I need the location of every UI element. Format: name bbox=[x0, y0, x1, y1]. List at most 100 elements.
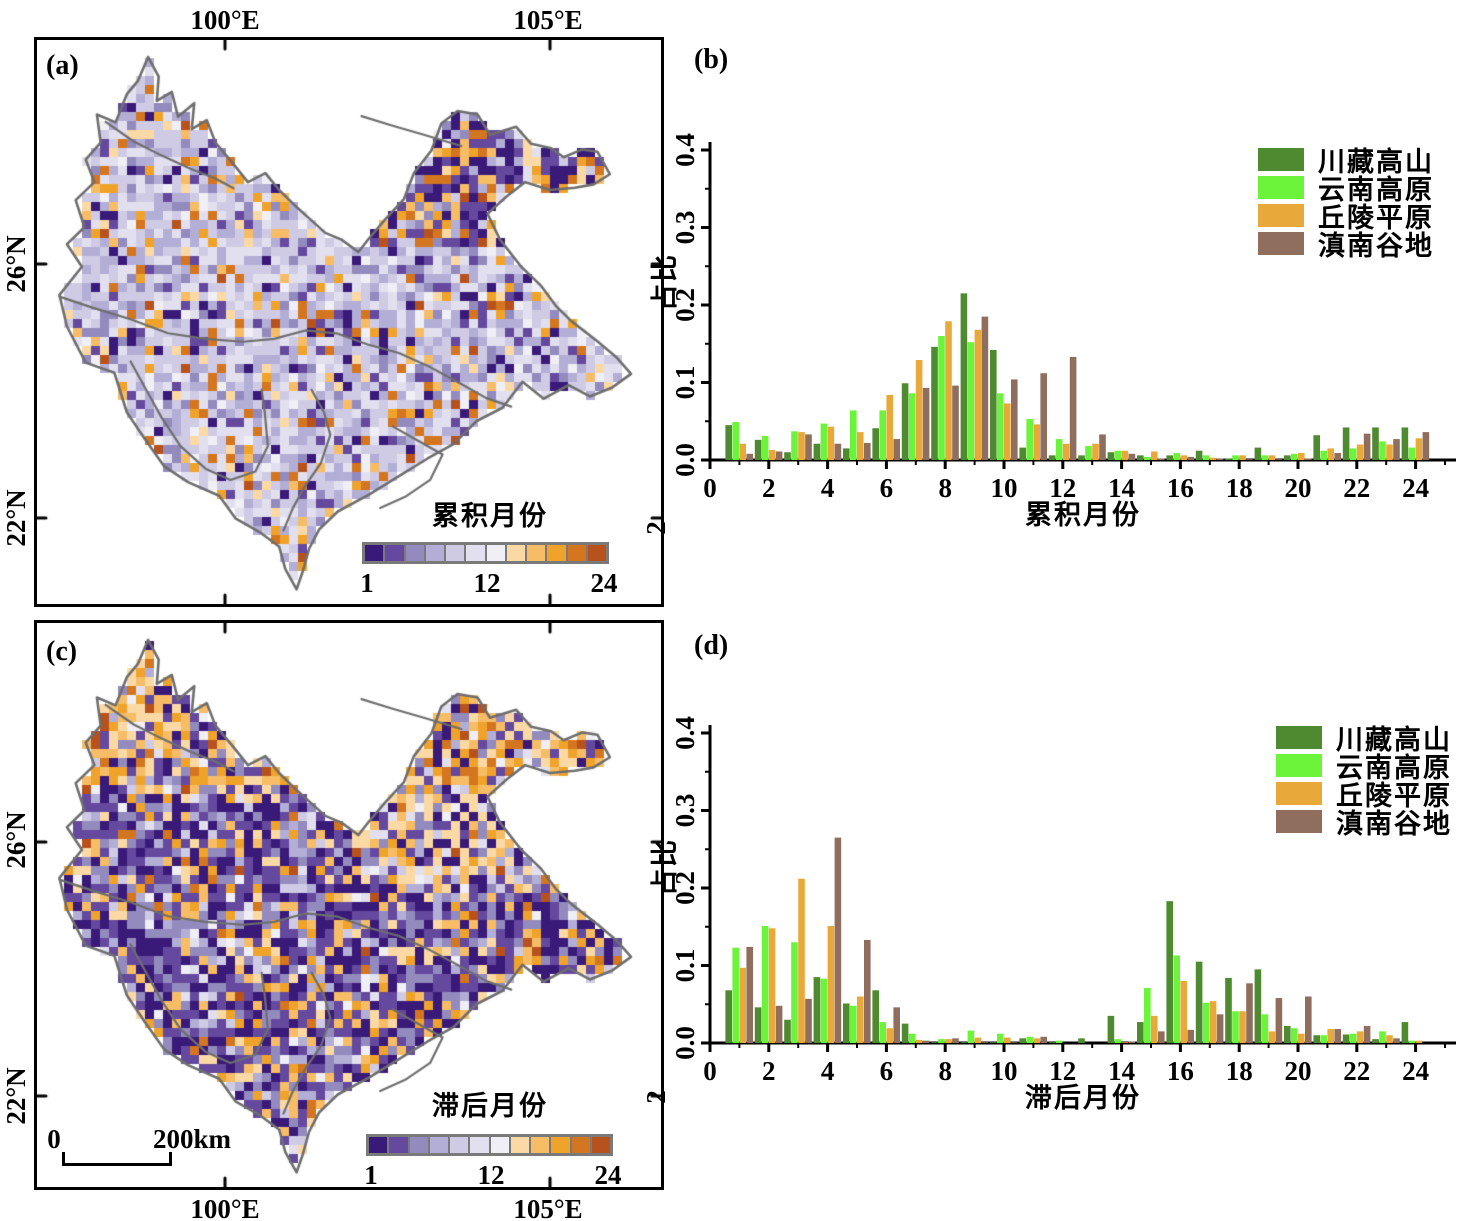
bar bbox=[952, 1038, 959, 1043]
colorbar-cell bbox=[425, 545, 444, 561]
bar bbox=[967, 342, 975, 460]
bar bbox=[850, 1005, 857, 1043]
bar bbox=[990, 349, 997, 460]
bar bbox=[886, 1028, 893, 1043]
colorbar-cell bbox=[551, 1137, 570, 1153]
bar bbox=[1151, 451, 1158, 460]
bar bbox=[1254, 447, 1262, 460]
bar bbox=[1246, 459, 1253, 460]
bar bbox=[746, 453, 753, 460]
bar bbox=[805, 998, 812, 1043]
bar bbox=[990, 1042, 997, 1043]
legend-swatch bbox=[1258, 175, 1304, 199]
bar bbox=[974, 329, 982, 460]
map-c-lon-label-100e: 100°E bbox=[190, 1194, 260, 1221]
y-tick-label: 0.0 bbox=[670, 1026, 700, 1060]
map-c-scalebar-zero: 0 bbox=[47, 1124, 61, 1154]
legend-row: 丘陵平原 bbox=[1258, 202, 1434, 233]
bar bbox=[725, 990, 732, 1043]
bar bbox=[1291, 453, 1298, 460]
bar bbox=[901, 383, 909, 460]
bar bbox=[1158, 1031, 1165, 1043]
bar bbox=[1261, 455, 1269, 460]
x-tick-label: 12 bbox=[1049, 473, 1076, 503]
x-tick-label: 24 bbox=[1402, 473, 1429, 503]
bar bbox=[981, 316, 989, 460]
bar bbox=[1209, 1001, 1217, 1043]
colorbar-cell bbox=[389, 1137, 408, 1153]
map-a-lon-label-105e: 105°E bbox=[513, 5, 583, 35]
bar bbox=[834, 837, 842, 1043]
bar bbox=[1313, 435, 1320, 460]
x-tick-label: 4 bbox=[821, 473, 835, 503]
bar bbox=[1225, 977, 1232, 1043]
x-tick-label: 4 bbox=[821, 1056, 835, 1086]
bar bbox=[1195, 450, 1203, 460]
legend-label: 川藏高山 bbox=[1318, 146, 1434, 177]
bar bbox=[915, 1039, 923, 1043]
bar bbox=[1187, 456, 1194, 460]
bar bbox=[1137, 455, 1144, 460]
colorbar-cell bbox=[527, 545, 546, 561]
legend-label: 丘陵平原 bbox=[1318, 202, 1434, 233]
x-tick-label: 2 bbox=[762, 473, 776, 503]
bar bbox=[820, 423, 828, 460]
bar bbox=[1128, 453, 1136, 460]
legend-swatch bbox=[1276, 781, 1322, 805]
bar bbox=[1356, 1031, 1364, 1043]
bar bbox=[960, 293, 968, 460]
colorbar-cell bbox=[490, 1137, 509, 1153]
map-c-lat-label-22n: 22°N bbox=[1, 1067, 31, 1125]
bar bbox=[1239, 1011, 1246, 1043]
x-tick-label: 6 bbox=[880, 1056, 894, 1086]
legend-label: 云南高原 bbox=[1336, 752, 1452, 783]
bar bbox=[1114, 1039, 1122, 1043]
x-tick-label: 10 bbox=[991, 1056, 1018, 1086]
bar bbox=[1349, 448, 1357, 460]
bar bbox=[1180, 981, 1187, 1043]
colorbar-cell bbox=[385, 545, 404, 561]
bar bbox=[1085, 446, 1092, 460]
bar bbox=[1069, 356, 1077, 460]
bar bbox=[1363, 433, 1371, 460]
bar bbox=[864, 442, 871, 460]
x-tick-label: 2 bbox=[762, 1056, 776, 1086]
legend-swatch bbox=[1276, 809, 1322, 833]
legend-label: 云南高原 bbox=[1318, 174, 1434, 205]
map-c-scalebar-line bbox=[62, 1152, 172, 1166]
bar bbox=[1137, 1022, 1144, 1043]
bar bbox=[834, 443, 842, 460]
bar bbox=[1019, 447, 1026, 460]
bar bbox=[791, 942, 798, 1043]
bar bbox=[1401, 1022, 1409, 1043]
bar bbox=[879, 1022, 886, 1043]
y-tick-label: 0.1 bbox=[670, 949, 700, 983]
x-tick-label: 20 bbox=[1285, 473, 1312, 503]
legend-row: 滇南谷地 bbox=[1276, 808, 1452, 839]
colorbar-cell bbox=[409, 1137, 428, 1153]
bar bbox=[1327, 1029, 1334, 1043]
bar bbox=[1379, 441, 1386, 460]
bar bbox=[1261, 1014, 1269, 1043]
bar bbox=[931, 346, 938, 460]
bar bbox=[1004, 1037, 1011, 1043]
bar bbox=[1401, 427, 1409, 460]
map-c-colorbar bbox=[366, 1134, 613, 1156]
colorbar-cell bbox=[405, 545, 424, 561]
bar bbox=[1048, 1042, 1056, 1043]
bar bbox=[1195, 961, 1203, 1043]
legend-row: 云南高原 bbox=[1258, 174, 1434, 205]
legend-label: 滇南谷地 bbox=[1318, 230, 1434, 261]
bar bbox=[1173, 955, 1180, 1043]
legend-swatch bbox=[1258, 231, 1304, 255]
bar bbox=[893, 1007, 900, 1043]
bar bbox=[1408, 1040, 1416, 1043]
bar bbox=[1033, 424, 1040, 460]
x-tick-label: 18 bbox=[1226, 1056, 1253, 1086]
colorbar-cell bbox=[466, 545, 485, 561]
legend-swatch bbox=[1276, 753, 1322, 777]
bar bbox=[857, 432, 864, 460]
bar bbox=[1166, 901, 1173, 1043]
x-tick-label: 8 bbox=[938, 1056, 952, 1086]
bar bbox=[784, 452, 791, 460]
